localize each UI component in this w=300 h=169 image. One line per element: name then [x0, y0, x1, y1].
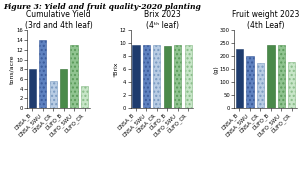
Bar: [60, 69, 67, 108]
Y-axis label: tons/acre: tons/acre: [10, 55, 15, 84]
Bar: [70, 45, 78, 108]
Bar: [164, 46, 171, 108]
Text: Figure 3: Yield and fruit quality-2020 planting: Figure 3: Yield and fruit quality-2020 p…: [3, 3, 201, 11]
Bar: [278, 45, 285, 108]
Bar: [39, 40, 46, 108]
Bar: [81, 86, 88, 108]
Bar: [132, 45, 140, 108]
Y-axis label: °Brix: °Brix: [113, 62, 118, 77]
Bar: [28, 69, 36, 108]
Bar: [257, 63, 264, 108]
Bar: [267, 45, 274, 108]
Bar: [174, 45, 182, 108]
Bar: [246, 56, 254, 108]
Bar: [142, 45, 150, 108]
Bar: [288, 62, 296, 108]
Bar: [236, 49, 243, 108]
Y-axis label: (g): (g): [214, 65, 218, 74]
Bar: [153, 45, 160, 108]
Bar: [50, 81, 57, 108]
Bar: [184, 45, 192, 108]
Title: Brix 2023
(4ᵗʰ leaf): Brix 2023 (4ᵗʰ leaf): [144, 10, 180, 30]
Title: Fruit weight 2023
(4th Leaf): Fruit weight 2023 (4th Leaf): [232, 10, 299, 30]
Title: Cumulative Yield
(3rd and 4th leaf): Cumulative Yield (3rd and 4th leaf): [25, 10, 92, 30]
